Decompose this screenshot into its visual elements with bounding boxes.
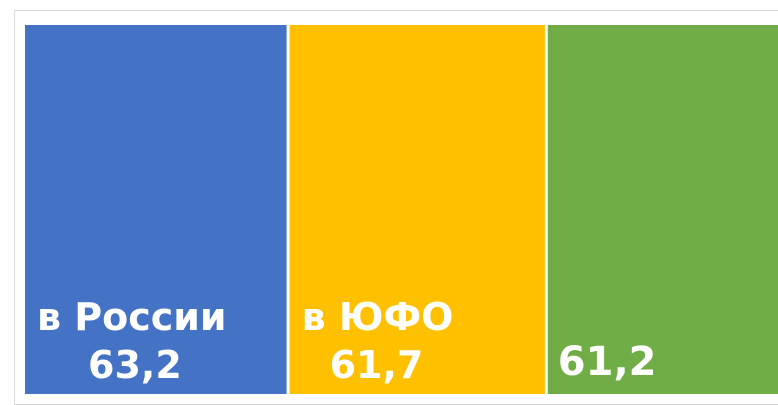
tile-category-label: в России <box>37 295 227 339</box>
tile-category-label: в ЮФО <box>302 295 454 339</box>
treemap-tile <box>25 25 287 394</box>
tile-value-label: 61,7 <box>330 343 424 387</box>
tile-value-label: 61,2 <box>558 339 657 385</box>
tile-value-label: 63,2 <box>88 343 182 387</box>
treemap-tile <box>289 25 545 394</box>
treemap-tile <box>547 25 778 394</box>
